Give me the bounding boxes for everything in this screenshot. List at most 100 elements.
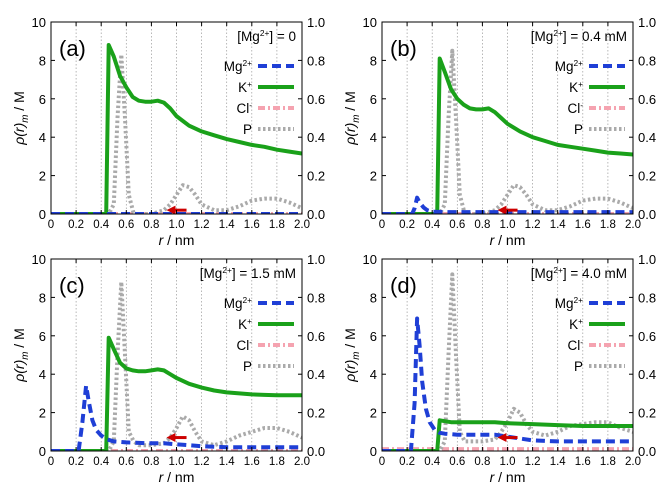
x-tick-label: 0	[48, 456, 54, 468]
y-tick-label-right: 0.8	[307, 290, 325, 305]
y-tick-label-right: 0.2	[638, 406, 656, 421]
panel-label: (a)	[59, 36, 86, 61]
y-tick-label-left: 10	[32, 15, 46, 30]
legend-label-k: K+	[569, 316, 583, 332]
series-line-p	[51, 52, 302, 214]
chart-panel-c: 0 0.2 0.4 0.6 0.8 1.0 1.2 1.4 1.6 1.8 2.0 0 2 4 6 8 10 0.…	[11, 252, 325, 485]
y-tick-label-left: 0	[370, 444, 377, 459]
legend-label-p: P	[574, 359, 583, 374]
y-tick-label-left: 4	[370, 367, 377, 382]
x-tick-label: 2.0	[625, 456, 641, 468]
y-tick-label-right: 0.2	[307, 169, 325, 184]
concentration-label: [Mg2+] = 4.0 mM	[531, 265, 627, 281]
y-tick-label-right: 0.0	[638, 444, 656, 459]
y-tick-label-right: 0.0	[307, 207, 325, 222]
y-tick-label-right: 0.6	[307, 92, 325, 107]
y-tick-label-left: 4	[39, 130, 46, 145]
y-tick-label-left: 6	[39, 329, 46, 344]
x-axis-label: r / nm	[159, 232, 195, 248]
y-tick-label-right: 0.8	[638, 290, 656, 305]
legend-label-k: K+	[238, 79, 252, 95]
series-line-k	[51, 43, 302, 214]
y-tick-label-right: 0.0	[307, 444, 325, 459]
shift-arrow-head	[166, 205, 176, 215]
plot-area	[382, 272, 633, 451]
y-tick-label-left: 10	[363, 252, 377, 267]
x-tick-label: 0.2	[399, 219, 415, 231]
y-axis-label-text: ρ(r)m / M	[342, 328, 362, 383]
y-tick-label-left: 6	[370, 92, 377, 107]
x-tick-label: 0.8	[474, 456, 490, 468]
y-tick-label-right: 1.0	[638, 252, 656, 267]
y-tick-label-left: 2	[39, 406, 46, 421]
chart-panel-d: 0 0.2 0.4 0.6 0.8 1.0 1.2 1.4 1.6 1.8 2.0 0 2 4 6 8 10 0.…	[342, 252, 656, 485]
legend-label-mg: Mg2+	[555, 58, 583, 74]
y-tick-label-left: 2	[370, 406, 377, 421]
x-tick-label: 1.0	[500, 219, 516, 231]
y-tick-label-right: 0.4	[638, 130, 656, 145]
y-tick-label-left: 0	[370, 207, 377, 222]
y-tick-label-left: 10	[363, 15, 377, 30]
x-axis-label: r / nm	[490, 469, 526, 485]
x-tick-label: 0.8	[143, 456, 159, 468]
x-tick-label: 1.2	[525, 219, 541, 231]
y-tick-label-right: 1.0	[307, 252, 325, 267]
legend-label-cl: Cl-	[567, 337, 583, 353]
x-tick-label: 1.8	[600, 456, 616, 468]
x-tick-label: 1.0	[169, 456, 185, 468]
x-tick-label: 0.6	[449, 219, 465, 231]
concentration-label: [Mg2+] = 0	[237, 28, 296, 44]
y-tick-label-left: 6	[39, 92, 46, 107]
x-tick-label: 0.2	[68, 456, 84, 468]
y-tick-label-left: 8	[370, 290, 377, 305]
concentration-label: [Mg2+] = 1.5 mM	[200, 265, 296, 281]
x-tick-label: 1.6	[575, 219, 591, 231]
y-tick-label-left: 10	[32, 252, 46, 267]
panel-label: (d)	[390, 273, 417, 298]
chart-panel-b: 0 0.2 0.4 0.6 0.8 1.0 1.2 1.4 1.6 1.8 2.0 0 2 4 6 8 10 0.…	[342, 15, 656, 248]
legend-label-cl: Cl-	[236, 100, 252, 116]
y-axis-label-text: ρ(r)m / M	[342, 91, 362, 146]
y-tick-label-left: 0	[39, 207, 46, 222]
y-axis-label: ρ(r)m / M	[11, 328, 31, 383]
y-tick-label-left: 0	[39, 444, 46, 459]
legend: Mg2+ K+ Cl- P	[224, 58, 294, 137]
x-tick-label: 2.0	[294, 456, 310, 468]
x-tick-label: 1.0	[500, 456, 516, 468]
x-tick-label: 1.0	[169, 219, 185, 231]
x-tick-label: 1.6	[244, 219, 260, 231]
y-tick-label-left: 8	[39, 53, 46, 68]
x-tick-label: 1.2	[194, 219, 210, 231]
x-tick-label: 0.8	[143, 219, 159, 231]
x-tick-label: 2.0	[294, 219, 310, 231]
y-tick-label-right: 0.6	[638, 92, 656, 107]
y-axis-label-text: ρ(r)m / M	[11, 91, 31, 146]
legend-label-p: P	[243, 359, 252, 374]
x-tick-label: 1.4	[219, 219, 236, 231]
y-tick-label-right: 0.0	[638, 207, 656, 222]
series-line-k	[382, 56, 633, 214]
y-tick-label-right: 0.4	[638, 367, 656, 382]
y-tick-label-right: 0.8	[307, 53, 325, 68]
x-tick-label: 1.6	[575, 456, 591, 468]
y-tick-label-left: 8	[370, 53, 377, 68]
y-axis-label: ρ(r)m / M	[342, 328, 362, 383]
legend-label-cl: Cl-	[567, 100, 583, 116]
series-line-p	[382, 48, 633, 214]
legend: Mg2+ K+ Cl- P	[224, 295, 294, 374]
y-tick-label-left: 4	[370, 130, 377, 145]
panel-label: (b)	[390, 36, 417, 61]
y-tick-label-right: 0.6	[638, 329, 656, 344]
x-tick-label: 0	[48, 219, 54, 231]
y-tick-label-left: 8	[39, 290, 46, 305]
y-tick-label-right: 0.6	[307, 329, 325, 344]
x-tick-label: 0.2	[399, 456, 415, 468]
y-tick-label-left: 2	[370, 169, 377, 184]
legend-label-mg: Mg2+	[555, 295, 583, 311]
legend-label-cl: Cl-	[236, 337, 252, 353]
legend-label-k: K+	[238, 316, 252, 332]
plot-area	[51, 43, 302, 214]
y-tick-label-right: 1.0	[307, 15, 325, 30]
shift-arrow-head	[497, 205, 507, 215]
x-tick-label: 1.4	[550, 456, 567, 468]
